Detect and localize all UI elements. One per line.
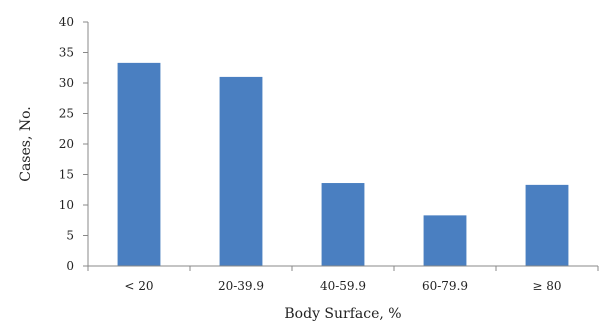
y-tick-label: 10 xyxy=(59,198,74,212)
x-axis-title: Body Surface, % xyxy=(284,306,401,322)
bar xyxy=(525,184,569,266)
bar xyxy=(219,76,263,267)
y-ticks-group: 0 5 10 15 20 25 30 35 40 xyxy=(59,15,88,273)
y-tick-label: 5 xyxy=(66,229,74,243)
y-axis-title: Cases, No. xyxy=(18,106,34,182)
bar xyxy=(321,183,365,266)
y-tick-label: 20 xyxy=(59,137,74,151)
y-tick-label: 40 xyxy=(59,15,74,29)
x-tick-label: < 20 xyxy=(124,279,153,293)
y-tick-label: 25 xyxy=(59,107,74,121)
x-ticks-group: < 20 20-39.9 40-59.9 60-79.9 ≥ 80 xyxy=(87,266,599,293)
bars-group xyxy=(117,62,569,267)
bar xyxy=(423,215,467,266)
x-tick-label: ≥ 80 xyxy=(532,279,561,293)
y-tick-label: 30 xyxy=(59,76,74,90)
x-tick-label: 20-39.9 xyxy=(218,279,264,293)
y-tick-label: 0 xyxy=(66,259,74,273)
y-tick-label: 15 xyxy=(59,168,74,182)
x-tick-label: 40-59.9 xyxy=(320,279,366,293)
x-tick-label: 60-79.9 xyxy=(422,279,468,293)
bar xyxy=(117,62,161,267)
y-tick-label: 35 xyxy=(59,46,74,60)
